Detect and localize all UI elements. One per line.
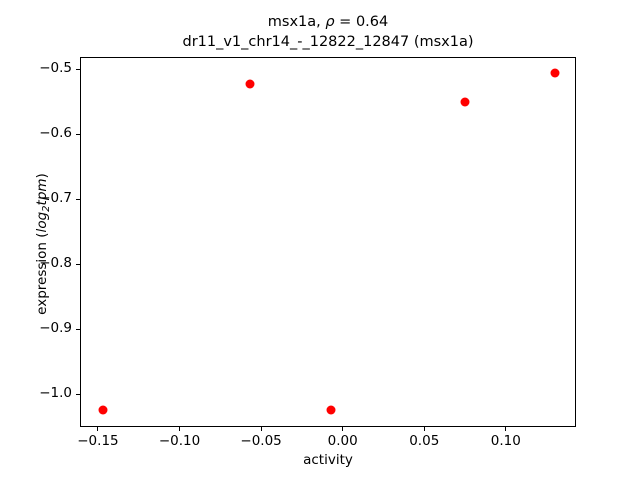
- y-label-subscript: 2: [41, 205, 52, 212]
- x-tick-label: −0.05: [240, 433, 282, 449]
- y-tick-mark: [76, 393, 80, 395]
- data-point: [460, 97, 470, 107]
- x-tick-mark: [423, 427, 425, 431]
- x-tick-label: 0.10: [490, 433, 521, 449]
- x-tick-label: −0.10: [158, 433, 201, 449]
- chart-title-line2: dr11_v1_chr14_-_12822_12847 (msx1a): [182, 34, 474, 50]
- y-tick-mark: [76, 263, 80, 265]
- y-label-log: log: [34, 211, 50, 233]
- x-tick-mark: [342, 427, 344, 431]
- y-tick-mark: [76, 198, 80, 200]
- y-label-close: ): [34, 173, 50, 179]
- x-tick-label: 0.05: [409, 433, 440, 449]
- x-tick-mark: [97, 427, 99, 431]
- y-tick-label: −0.9: [39, 320, 72, 337]
- data-point: [98, 405, 108, 415]
- data-point: [326, 405, 336, 415]
- y-tick-label: −0.6: [39, 125, 72, 142]
- x-tick-mark: [260, 427, 262, 431]
- data-point: [245, 79, 255, 89]
- x-tick-label: −0.15: [77, 433, 119, 449]
- y-tick-label: −0.5: [39, 60, 72, 77]
- x-tick-label: 0.00: [327, 433, 358, 449]
- y-tick-label: −0.8: [39, 255, 72, 272]
- y-tick-mark: [76, 133, 80, 135]
- x-tick-mark: [505, 427, 507, 431]
- title-gene: msx1a,: [267, 14, 326, 30]
- y-axis-label: expression (log2tpm): [34, 144, 52, 344]
- data-point: [550, 68, 560, 78]
- title-rho-symbol: ρ: [325, 14, 335, 30]
- y-label-prefix: expression (: [34, 232, 50, 315]
- chart-title: msx1a, ρ = 0.64 dr11_v1_chr14_-_12822_12…: [80, 12, 576, 52]
- chart-title-line1: msx1a, ρ = 0.64: [80, 12, 576, 32]
- x-tick-mark: [179, 427, 181, 431]
- plot-area: [80, 57, 576, 427]
- y-tick-mark: [76, 328, 80, 330]
- y-tick-label: −0.7: [39, 190, 72, 207]
- x-axis-label: activity: [303, 452, 353, 468]
- y-label-var: tpm: [34, 178, 50, 206]
- y-tick-mark: [76, 68, 80, 70]
- title-rho-value: = 0.64: [334, 14, 389, 30]
- y-tick-label: −1.0: [39, 385, 72, 402]
